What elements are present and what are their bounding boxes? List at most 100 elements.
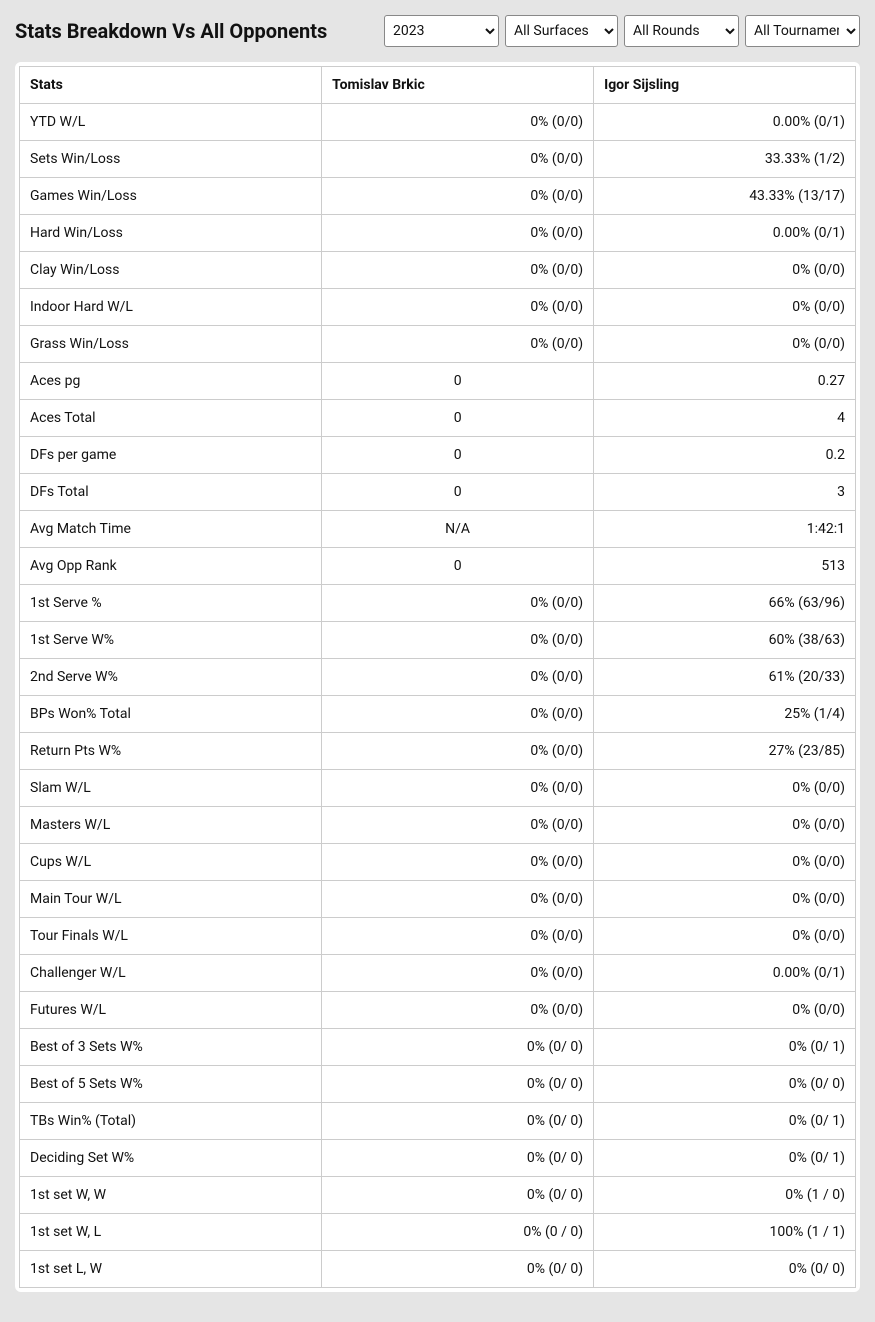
stats-table-container: Stats Tomislav Brkic Igor Sijsling YTD W… <box>15 62 860 1292</box>
table-row: Return Pts W%0% (0/0)27% (23/85) <box>20 733 856 770</box>
filter-bar: 2023 All Surfaces All Rounds All Tournam… <box>384 15 860 47</box>
stat-value-player2: 0.00% (0/1) <box>594 215 856 252</box>
table-row: Clay Win/Loss0% (0/0)0% (0/0) <box>20 252 856 289</box>
stat-label: Futures W/L <box>20 992 322 1029</box>
stat-label: Avg Opp Rank <box>20 548 322 585</box>
stat-label: Grass Win/Loss <box>20 326 322 363</box>
table-row: DFs per game00.2 <box>20 437 856 474</box>
stat-label: Best of 3 Sets W% <box>20 1029 322 1066</box>
stat-value-player1: 0% (0/0) <box>322 992 594 1029</box>
stat-value-player1: 0 <box>322 548 594 585</box>
tournament-select[interactable]: All Tournaments <box>745 15 860 47</box>
table-row: Hard Win/Loss0% (0/0)0.00% (0/1) <box>20 215 856 252</box>
stat-value-player1: 0% (0/0) <box>322 585 594 622</box>
stat-value-player2: 0.2 <box>594 437 856 474</box>
stat-label: Challenger W/L <box>20 955 322 992</box>
stat-value-player1: 0 <box>322 363 594 400</box>
stat-value-player2: 0.27 <box>594 363 856 400</box>
stat-value-player2: 0% (0/ 1) <box>594 1140 856 1177</box>
stat-label: Deciding Set W% <box>20 1140 322 1177</box>
stat-value-player2: 0% (0/0) <box>594 326 856 363</box>
stat-value-player2: 0% (0/ 1) <box>594 1029 856 1066</box>
stat-value-player2: 25% (1/4) <box>594 696 856 733</box>
stat-value-player2: 0% (0/0) <box>594 770 856 807</box>
stat-value-player1: 0% (0/0) <box>322 844 594 881</box>
stat-value-player2: 0% (0/0) <box>594 844 856 881</box>
table-row: YTD W/L0% (0/0)0.00% (0/1) <box>20 104 856 141</box>
table-row: Challenger W/L0% (0/0)0.00% (0/1) <box>20 955 856 992</box>
stat-label: BPs Won% Total <box>20 696 322 733</box>
stat-value-player2: 100% (1 / 1) <box>594 1214 856 1251</box>
stat-value-player2: 4 <box>594 400 856 437</box>
table-row: TBs Win% (Total)0% (0/ 0)0% (0/ 1) <box>20 1103 856 1140</box>
stat-value-player2: 27% (23/85) <box>594 733 856 770</box>
stat-label: Tour Finals W/L <box>20 918 322 955</box>
table-row: 1st Serve %0% (0/0)66% (63/96) <box>20 585 856 622</box>
stat-label: YTD W/L <box>20 104 322 141</box>
surface-select[interactable]: All Surfaces <box>505 15 618 47</box>
stat-value-player1: 0 <box>322 437 594 474</box>
stat-value-player2: 0% (0/ 0) <box>594 1066 856 1103</box>
table-row: 1st set W, L0% (0 / 0)100% (1 / 1) <box>20 1214 856 1251</box>
table-row: 1st Serve W%0% (0/0)60% (38/63) <box>20 622 856 659</box>
year-select[interactable]: 2023 <box>384 15 499 47</box>
stat-value-player1: 0% (0/0) <box>322 326 594 363</box>
stat-label: TBs Win% (Total) <box>20 1103 322 1140</box>
stat-label: Games Win/Loss <box>20 178 322 215</box>
table-row: Slam W/L0% (0/0)0% (0/0) <box>20 770 856 807</box>
stat-value-player2: 66% (63/96) <box>594 585 856 622</box>
table-row: Tour Finals W/L0% (0/0)0% (0/0) <box>20 918 856 955</box>
stat-value-player1: 0% (0/0) <box>322 215 594 252</box>
table-row: 1st set L, W0% (0/ 0)0% (0/ 0) <box>20 1251 856 1288</box>
stat-value-player1: 0% (0/ 0) <box>322 1103 594 1140</box>
stat-label: 1st set L, W <box>20 1251 322 1288</box>
table-row: DFs Total03 <box>20 474 856 511</box>
stat-value-player1: 0% (0/0) <box>322 881 594 918</box>
column-header-player1: Tomislav Brkic <box>322 67 594 104</box>
table-row: Deciding Set W%0% (0/ 0)0% (0/ 1) <box>20 1140 856 1177</box>
stat-label: Indoor Hard W/L <box>20 289 322 326</box>
stat-label: 1st set W, W <box>20 1177 322 1214</box>
stat-value-player2: 3 <box>594 474 856 511</box>
stat-value-player2: 0.00% (0/1) <box>594 104 856 141</box>
stat-label: 1st set W, L <box>20 1214 322 1251</box>
stat-value-player1: 0% (0/ 0) <box>322 1251 594 1288</box>
table-header-row: Stats Tomislav Brkic Igor Sijsling <box>20 67 856 104</box>
table-row: Cups W/L0% (0/0)0% (0/0) <box>20 844 856 881</box>
stat-label: DFs per game <box>20 437 322 474</box>
stat-value-player2: 0% (0/0) <box>594 918 856 955</box>
stat-value-player2: 1:42:1 <box>594 511 856 548</box>
stat-value-player2: 43.33% (13/17) <box>594 178 856 215</box>
stat-value-player2: 61% (20/33) <box>594 659 856 696</box>
stat-value-player1: 0% (0/ 0) <box>322 1029 594 1066</box>
stat-label: Masters W/L <box>20 807 322 844</box>
stat-value-player1: 0% (0/0) <box>322 659 594 696</box>
table-row: BPs Won% Total0% (0/0)25% (1/4) <box>20 696 856 733</box>
table-row: Avg Opp Rank0513 <box>20 548 856 585</box>
table-row: Sets Win/Loss0% (0/0)33.33% (1/2) <box>20 141 856 178</box>
stat-value-player2: 0% (0/0) <box>594 992 856 1029</box>
stat-value-player1: 0% (0/0) <box>322 141 594 178</box>
round-select[interactable]: All Rounds <box>624 15 739 47</box>
stat-label: Sets Win/Loss <box>20 141 322 178</box>
column-header-player2: Igor Sijsling <box>594 67 856 104</box>
table-row: Grass Win/Loss0% (0/0)0% (0/0) <box>20 326 856 363</box>
stat-value-player1: 0% (0/0) <box>322 807 594 844</box>
stat-value-player1: 0% (0/ 0) <box>322 1140 594 1177</box>
table-row: Indoor Hard W/L0% (0/0)0% (0/0) <box>20 289 856 326</box>
stat-label: Avg Match Time <box>20 511 322 548</box>
table-row: Main Tour W/L0% (0/0)0% (0/0) <box>20 881 856 918</box>
stat-value-player1: 0% (0/0) <box>322 252 594 289</box>
stat-label: Best of 5 Sets W% <box>20 1066 322 1103</box>
stat-value-player1: 0% (0/0) <box>322 289 594 326</box>
stat-label: 1st Serve W% <box>20 622 322 659</box>
stat-value-player1: 0% (0/0) <box>322 918 594 955</box>
table-row: 1st set W, W0% (0/ 0)0% (1 / 0) <box>20 1177 856 1214</box>
stat-value-player1: 0 <box>322 474 594 511</box>
column-header-stats: Stats <box>20 67 322 104</box>
table-row: Futures W/L0% (0/0)0% (0/0) <box>20 992 856 1029</box>
stat-value-player2: 0.00% (0/1) <box>594 955 856 992</box>
stat-value-player1: 0% (0/0) <box>322 696 594 733</box>
stat-label: 1st Serve % <box>20 585 322 622</box>
stat-value-player1: 0% (0/ 0) <box>322 1066 594 1103</box>
